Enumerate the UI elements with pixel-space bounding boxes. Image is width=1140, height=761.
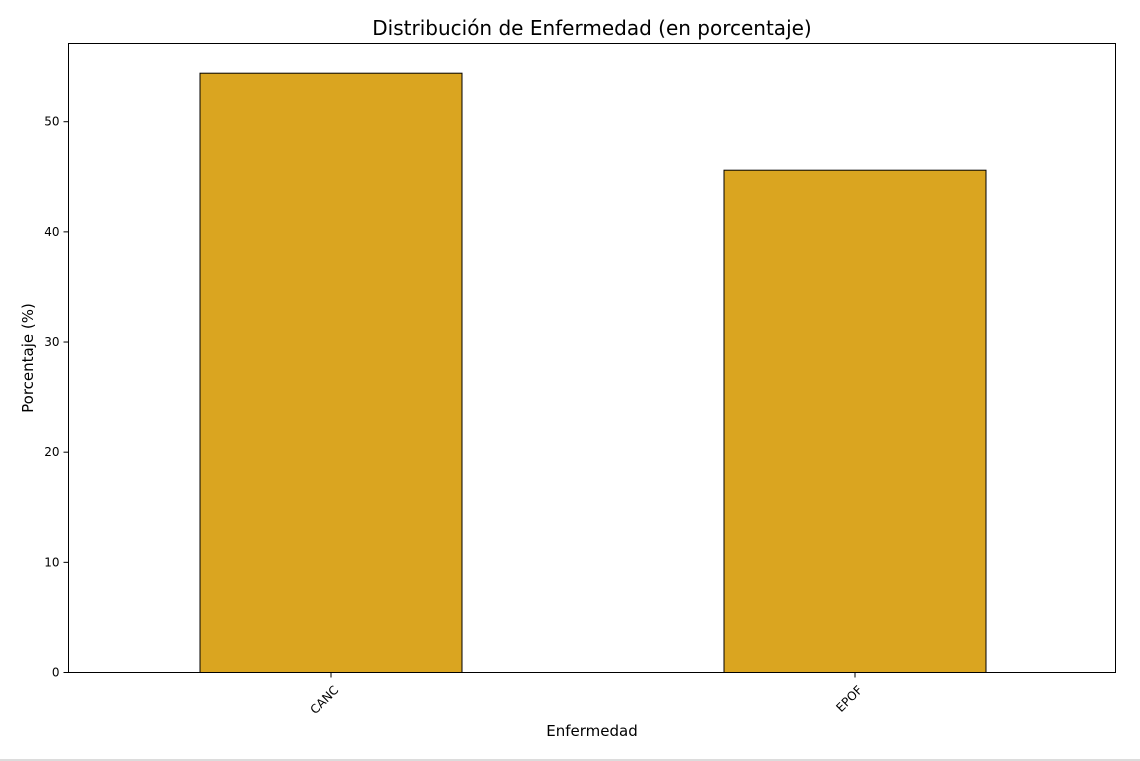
- y-tick-label: 30: [44, 335, 59, 349]
- bar-canc: [199, 72, 463, 673]
- x-tick-label-epof: EPOF: [833, 683, 865, 715]
- chart-title: Distribución de Enfermedad (en porcentaj…: [372, 16, 811, 40]
- y-ticks-group: 0 10 20 30 40 50: [44, 115, 69, 680]
- bars-group: [199, 72, 987, 673]
- y-tick-label: 10: [44, 555, 59, 569]
- bottom-rule: [0, 759, 1140, 761]
- y-tick-label: 40: [44, 225, 59, 239]
- y-tick-label: 50: [44, 115, 59, 129]
- x-axis-label: Enfermedad: [546, 722, 637, 740]
- x-tick-label-canc: CANC: [307, 683, 341, 717]
- x-ticks-group: CANC EPOF: [307, 672, 865, 717]
- bar-epof: [723, 169, 987, 673]
- plot-frame: [68, 43, 1116, 673]
- y-tick-label: 0: [52, 666, 60, 680]
- y-axis-label: Porcentaje (%): [19, 303, 37, 413]
- y-tick-label: 20: [44, 445, 59, 459]
